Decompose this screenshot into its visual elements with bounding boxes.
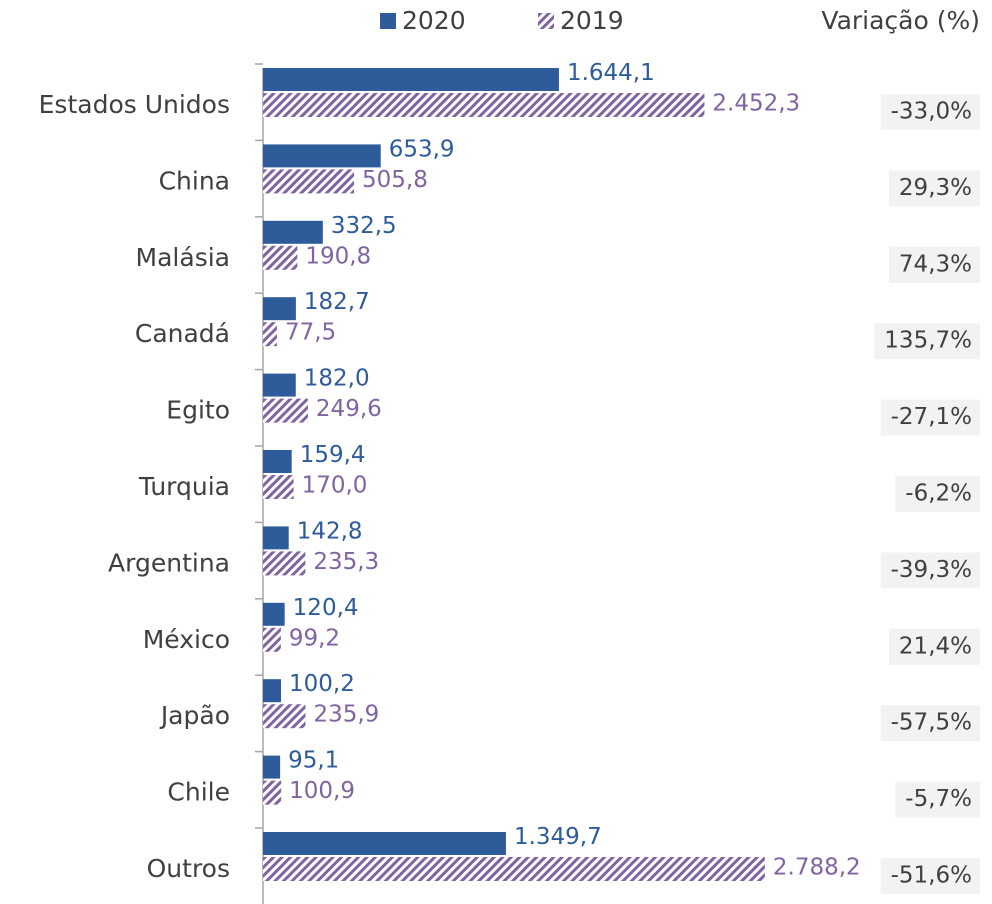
bar [263,780,282,805]
value-label: 182,0 [304,366,370,392]
value-label: 2.788,2 [773,855,861,881]
legend-label: 2020 [402,6,466,35]
value-label: 77,5 [285,320,336,346]
value-label: 95,1 [288,748,339,774]
category-label: Argentina [108,548,230,577]
bar [263,679,282,703]
bar [263,551,306,576]
variation-box [880,552,980,589]
value-label: 235,3 [313,549,379,575]
variation-box [895,781,980,818]
bar [263,755,281,779]
category-label: Egito [166,396,230,425]
variation-box [888,170,980,207]
bar [263,704,306,729]
category-label: Estados Unidos [39,90,230,119]
value-label: 120,4 [293,595,359,621]
variation-title: Variação (%) [821,6,980,35]
bar [263,169,355,194]
legend-swatch [538,13,554,29]
bar [263,93,705,117]
value-label: 2.452,3 [712,91,800,117]
bar [263,144,381,168]
variation-label: -57,5% [891,710,972,736]
value-label: 235,9 [313,702,379,728]
variation-box [880,399,980,436]
variation-box [880,858,980,894]
category-label: China [159,166,230,195]
variation-label: -51,6% [891,863,972,889]
bar [263,322,277,347]
variation-label: 29,3% [899,175,972,201]
category-label: Malásia [136,243,230,272]
bar [263,245,298,270]
variation-box [888,246,980,283]
legend-swatch [380,13,396,29]
variation-box [888,628,980,665]
value-label: 100,2 [289,671,355,697]
value-label: 1.349,7 [514,824,602,850]
variation-box [880,705,980,742]
variation-label: 74,3% [899,251,972,277]
bar [263,475,294,499]
value-label: 99,2 [289,625,340,651]
bar [263,373,296,397]
variation-box [880,94,980,130]
value-label: 190,8 [305,243,371,269]
category-label: Japão [159,701,230,730]
value-label: 653,9 [389,136,455,162]
variation-label: -39,3% [891,557,972,583]
bar [263,68,559,91]
legend-label: 2019 [560,6,624,35]
value-label: 182,7 [304,289,370,315]
category-label: Canadá [135,319,230,348]
value-label: 170,0 [302,473,368,499]
value-label: 159,4 [300,442,366,468]
bar [263,398,308,423]
variation-label: -6,2% [905,481,972,507]
variation-label: 21,4% [899,633,972,659]
variation-label: -33,0% [891,99,972,125]
variation-label: -5,7% [905,786,972,812]
bar [263,602,285,626]
category-label: Chile [167,778,230,807]
bar [263,297,296,321]
bar [263,627,281,652]
value-label: 505,8 [362,167,428,193]
category-label: Outros [147,854,230,883]
variation-box [874,323,980,360]
category-label: Turquia [138,472,230,501]
variation-box [895,476,980,512]
value-label: 249,6 [316,396,382,422]
bar [263,857,765,881]
value-label: 332,5 [331,213,397,239]
bar [263,450,292,473]
value-label: 100,9 [289,778,355,804]
bar [263,832,506,855]
value-label: 142,8 [297,518,363,544]
value-label: 1.644,1 [567,60,655,86]
bar [263,526,289,550]
variation-label: -27,1% [891,404,972,430]
category-label: México [143,625,230,654]
variation-label: 135,7% [884,328,972,354]
bar [263,220,323,244]
